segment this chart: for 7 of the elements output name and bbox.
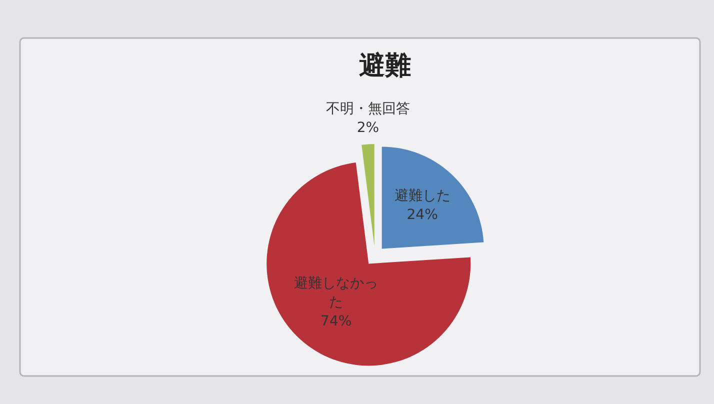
data-label: 74%	[320, 314, 352, 330]
data-label: 2%	[356, 120, 380, 136]
slice-label: 不明・無回答	[326, 101, 410, 118]
slice-label: 避難しなかった	[294, 276, 378, 310]
slice-label: 避難した	[394, 188, 450, 204]
chart-title: 避難	[359, 51, 411, 81]
data-label: 24%	[406, 206, 438, 223]
